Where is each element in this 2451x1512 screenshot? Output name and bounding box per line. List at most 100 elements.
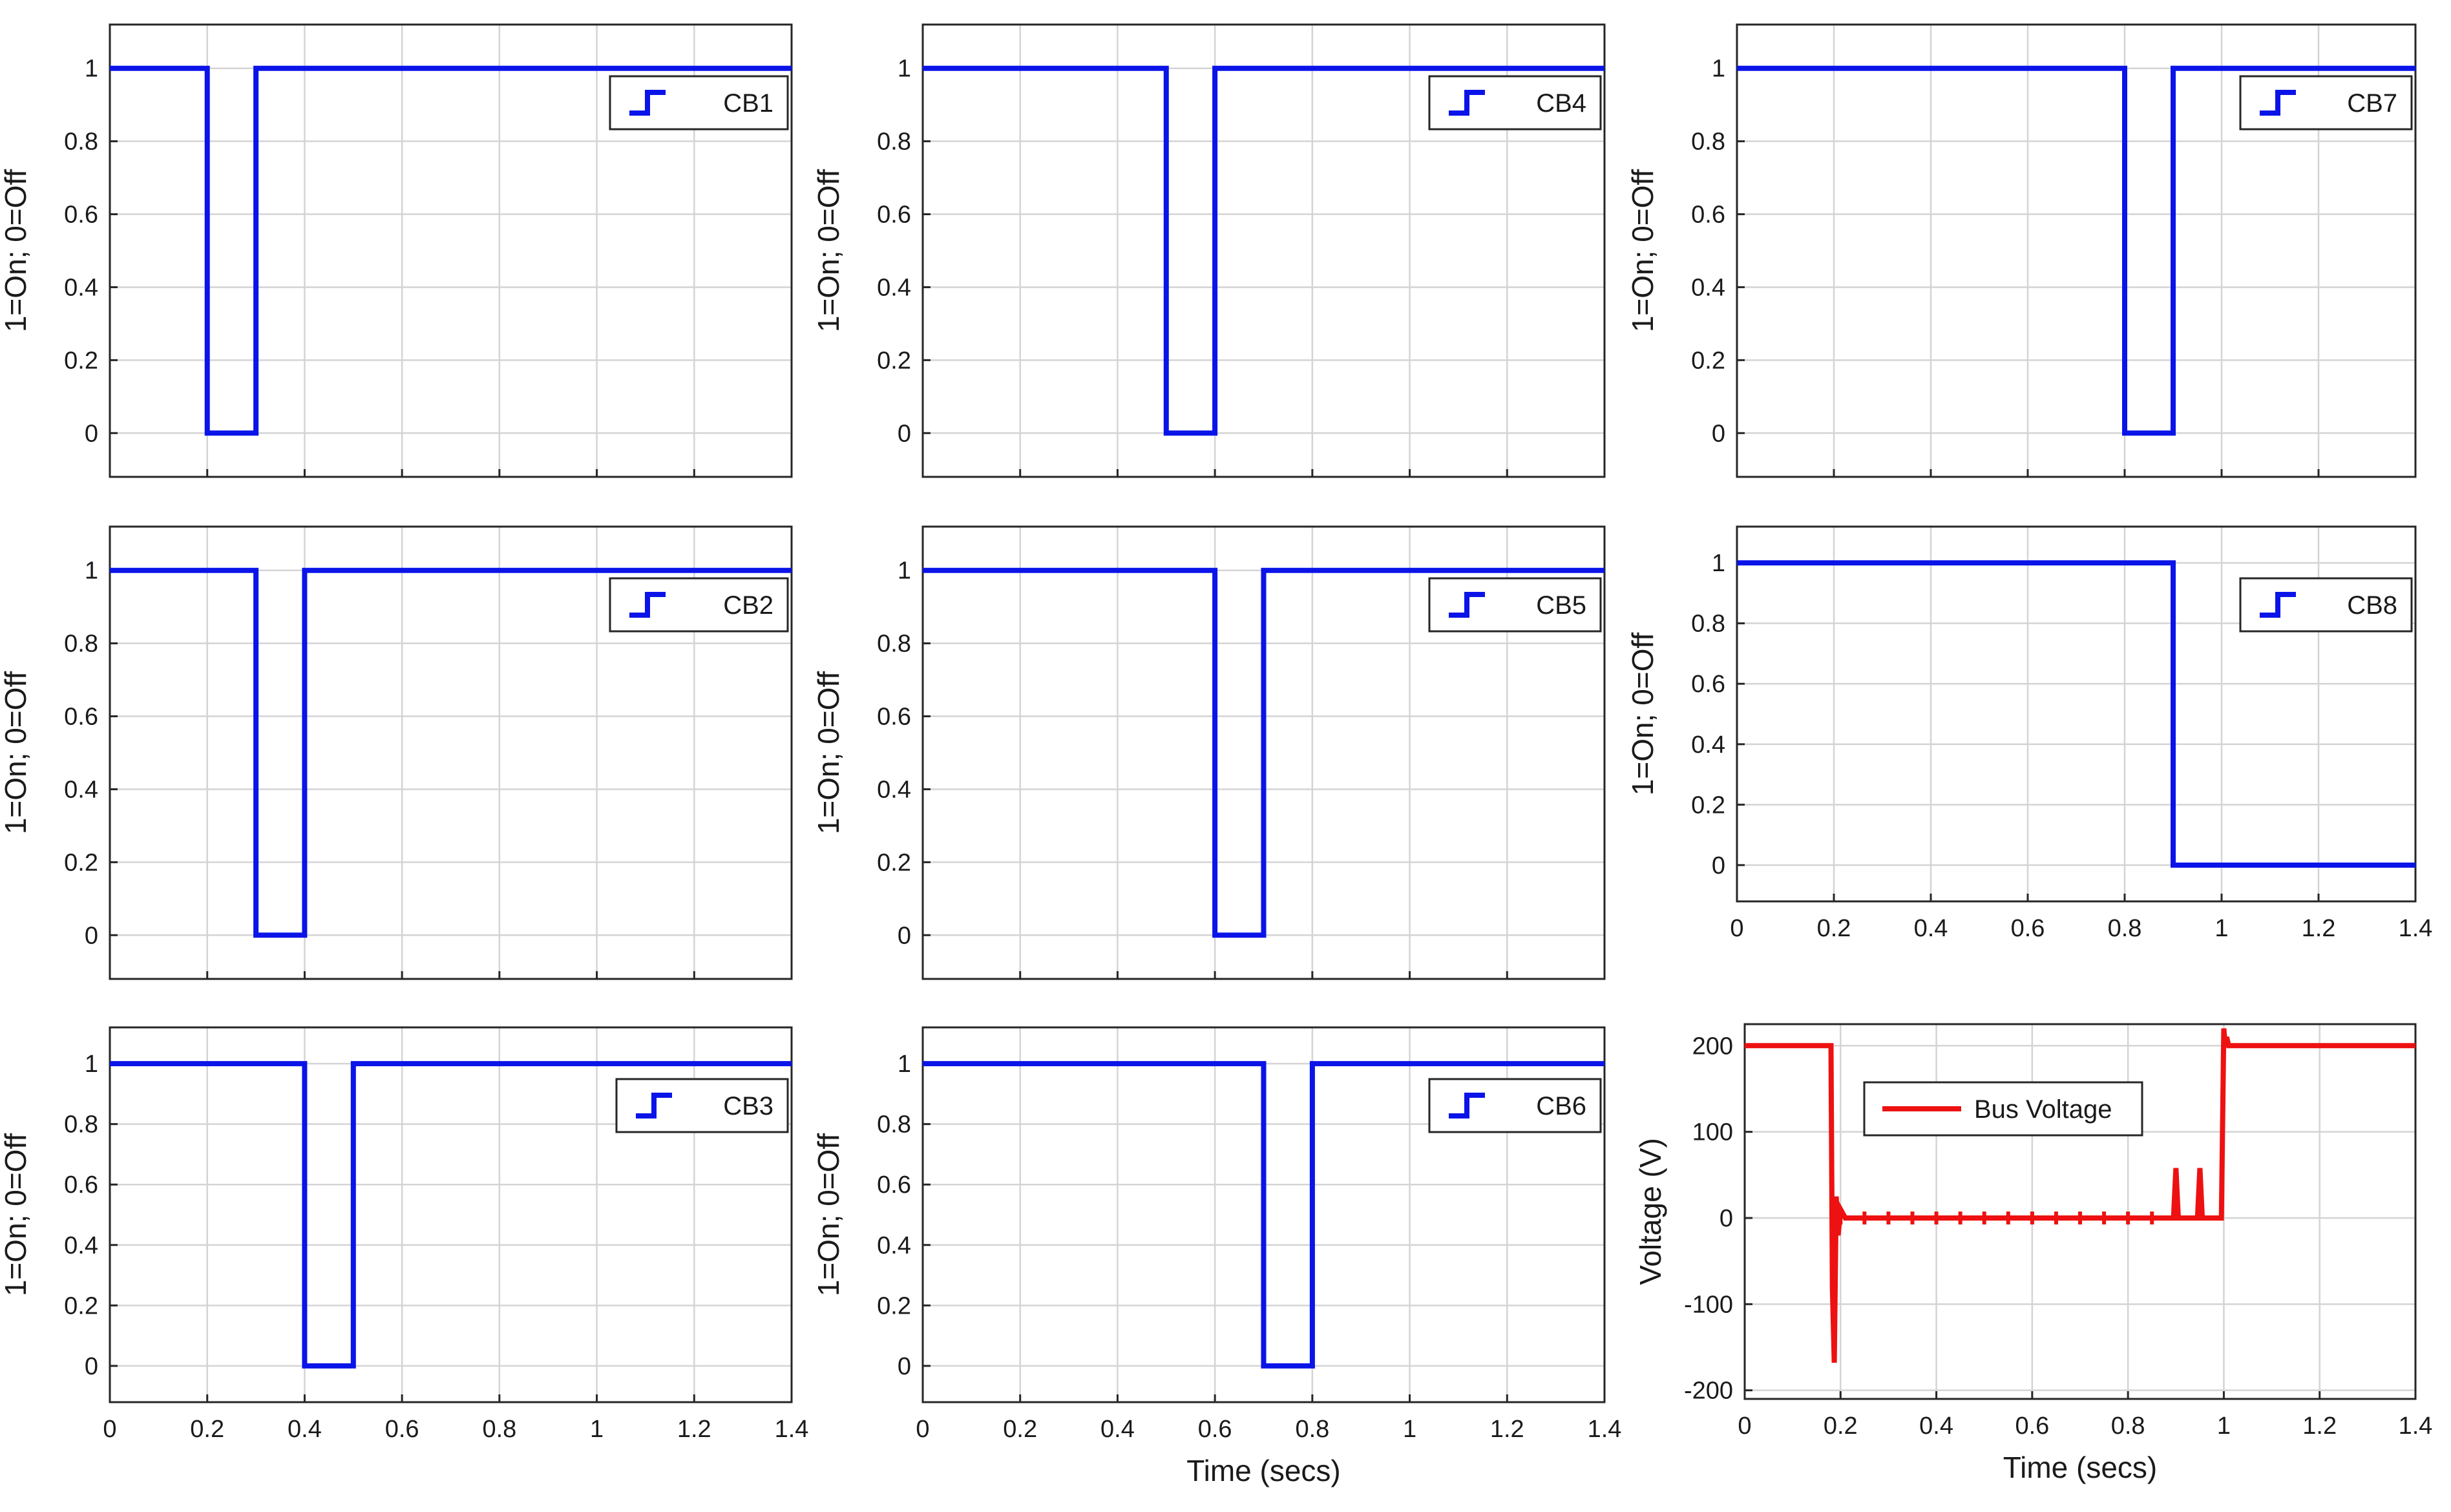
legend-label: CB7 bbox=[2347, 89, 2397, 118]
step-icon bbox=[629, 90, 666, 116]
legend-box bbox=[1428, 1078, 1602, 1133]
legend-box bbox=[2239, 577, 2413, 633]
x-tick-label: 1.4 bbox=[1588, 1416, 1622, 1443]
step-icon bbox=[629, 592, 666, 618]
y-tick-label: 0.4 bbox=[877, 776, 911, 803]
x-tick-label: 1 bbox=[2217, 1412, 2231, 1440]
y-tick-label: 0.2 bbox=[877, 849, 911, 876]
step-icon bbox=[636, 1093, 672, 1118]
legend: CB4 bbox=[1428, 75, 1602, 131]
y-tick-label: 0 bbox=[85, 420, 98, 447]
y-tick-label: 0 bbox=[85, 922, 98, 949]
series-line-cb3 bbox=[110, 1061, 792, 1369]
x-tick-label: 1.4 bbox=[2399, 1412, 2433, 1440]
y-axis-label: 1=On; 0=Off bbox=[1626, 169, 1659, 333]
y-tick-label: 0 bbox=[898, 1353, 911, 1380]
y-tick-label: 0.8 bbox=[64, 1111, 98, 1139]
legend: CB5 bbox=[1428, 577, 1602, 633]
y-tick-label: 0.6 bbox=[877, 1171, 911, 1199]
y-tick-label: 0.6 bbox=[877, 704, 911, 731]
y-tick-label: 1 bbox=[898, 1051, 911, 1078]
y-tick-label: 0 bbox=[85, 1353, 98, 1380]
plot-border bbox=[109, 525, 793, 980]
x-tick-label: 0.8 bbox=[482, 1416, 516, 1443]
chart-panel-6: 0 0.2 0.4 0.6 0.8 1 1.2 1.4 0 0.2 0.4 0.6 0.8 1 1=On; … bbox=[1626, 525, 2432, 942]
y-tick-label: 0.4 bbox=[877, 274, 911, 301]
chart-panel-2: 0 0.2 0.4 0.6 0.8 1 1=On; 0=Off CB4 bbox=[812, 23, 1606, 478]
x-tick-label: 0.4 bbox=[1100, 1416, 1135, 1443]
legend-label: Bus Voltage bbox=[1974, 1095, 2112, 1124]
plot-border bbox=[1743, 1023, 2417, 1400]
series-line-cb5 bbox=[923, 567, 1604, 938]
x-tick-label: 1 bbox=[2214, 915, 2228, 942]
x-tick-label: 0.6 bbox=[385, 1416, 419, 1443]
y-tick-label: 0.6 bbox=[877, 202, 911, 229]
y-tick-label: 0.8 bbox=[1691, 611, 1725, 638]
y-tick-label: 1 bbox=[85, 558, 98, 585]
chart-panel-4: 0 0.2 0.4 0.6 0.8 1 1=On; 0=Off CB2 bbox=[0, 525, 793, 980]
y-tick-label: 0.4 bbox=[877, 1232, 911, 1259]
x-tick-label: 0.8 bbox=[2111, 1412, 2145, 1440]
legend-label: CB6 bbox=[1536, 1092, 1586, 1120]
y-tick-label: 0.6 bbox=[1691, 202, 1725, 229]
plot-border bbox=[109, 1026, 793, 1403]
x-tick-label: 1.2 bbox=[677, 1416, 711, 1443]
x-tick-label: 0.4 bbox=[1914, 915, 1948, 942]
legend: CB6 bbox=[1428, 1078, 1602, 1133]
y-tick-label: 0.2 bbox=[1691, 792, 1725, 819]
chart-panel-9: 0 0.2 0.4 0.6 0.8 1 1.2 1.4 -200 -100 0 100 200 Volta… bbox=[1634, 1023, 2433, 1484]
y-tick-label: 0.4 bbox=[64, 1232, 98, 1259]
x-tick-label: 0 bbox=[916, 1416, 929, 1443]
chart-panel-3: 0 0.2 0.4 0.6 0.8 1 1=On; 0=Off CB7 bbox=[1626, 23, 2417, 478]
y-axis-label: 1=On; 0=Off bbox=[812, 671, 845, 835]
legend-label: CB2 bbox=[723, 591, 773, 620]
x-tick-label: 0 bbox=[103, 1416, 116, 1443]
legend-box bbox=[1428, 577, 1602, 633]
x-tick-label: 0.2 bbox=[1817, 915, 1851, 942]
y-tick-label: 0.8 bbox=[64, 129, 98, 156]
y-axis-label: 1=On; 0=Off bbox=[1626, 633, 1659, 796]
step-icon bbox=[2260, 592, 2296, 618]
legend-label: CB5 bbox=[1536, 591, 1586, 620]
y-tick-label: 0.2 bbox=[64, 1292, 98, 1319]
x-tick-label: 1.2 bbox=[1490, 1416, 1524, 1443]
y-tick-label: 0.2 bbox=[64, 347, 98, 374]
y-tick-label: 0.8 bbox=[877, 631, 911, 658]
series-line-cb4 bbox=[923, 65, 1604, 436]
y-tick-label: 0.6 bbox=[64, 704, 98, 731]
y-tick-label: 0.8 bbox=[64, 631, 98, 658]
chart-panel-8: 0 0.2 0.4 0.6 0.8 1 1.2 1.4 0 0.2 0.4 0.6 0.8 1 1=On; … bbox=[812, 1026, 1622, 1487]
x-tick-label: 0.4 bbox=[288, 1416, 322, 1443]
y-tick-label: 1 bbox=[85, 56, 98, 83]
legend-label: CB3 bbox=[723, 1092, 773, 1120]
x-tick-label: 1.4 bbox=[775, 1416, 809, 1443]
x-tick-label: 0.2 bbox=[190, 1416, 224, 1443]
plot-border bbox=[1736, 525, 2417, 903]
y-tick-label: 0.4 bbox=[1691, 274, 1725, 301]
y-tick-label: 1 bbox=[1712, 56, 1725, 83]
y-axis-label: 1=On; 0=Off bbox=[0, 1133, 32, 1297]
y-tick-label: 1 bbox=[85, 1051, 98, 1078]
y-tick-label: 0.8 bbox=[877, 129, 911, 156]
step-icon bbox=[1449, 90, 1485, 116]
y-tick-label: 0 bbox=[1712, 852, 1725, 879]
legend-box bbox=[609, 577, 789, 633]
y-tick-label: 0.6 bbox=[64, 202, 98, 229]
y-tick-label: -200 bbox=[1684, 1378, 1733, 1405]
y-tick-label: 0.8 bbox=[1691, 129, 1725, 156]
x-tick-label: 0.6 bbox=[2015, 1412, 2049, 1440]
y-tick-label: 1 bbox=[898, 558, 911, 585]
step-icon bbox=[1449, 592, 1485, 618]
x-tick-label: 1.2 bbox=[2302, 915, 2336, 942]
x-tick-label: 0.2 bbox=[1824, 1412, 1858, 1440]
chart-panel-5: 0 0.2 0.4 0.6 0.8 1 1=On; 0=Off CB5 bbox=[812, 525, 1606, 980]
y-axis-label: 1=On; 0=Off bbox=[0, 169, 32, 333]
legend-label: CB1 bbox=[723, 89, 773, 118]
plot-border bbox=[109, 23, 793, 478]
x-axis-label: Time (secs) bbox=[1186, 1454, 1341, 1487]
x-tick-label: 0.6 bbox=[2011, 915, 2045, 942]
y-tick-label: 0.2 bbox=[877, 347, 911, 374]
y-tick-label: 0.6 bbox=[64, 1171, 98, 1199]
legend: CB7 bbox=[2239, 75, 2413, 131]
x-tick-label: 0.8 bbox=[2108, 915, 2142, 942]
